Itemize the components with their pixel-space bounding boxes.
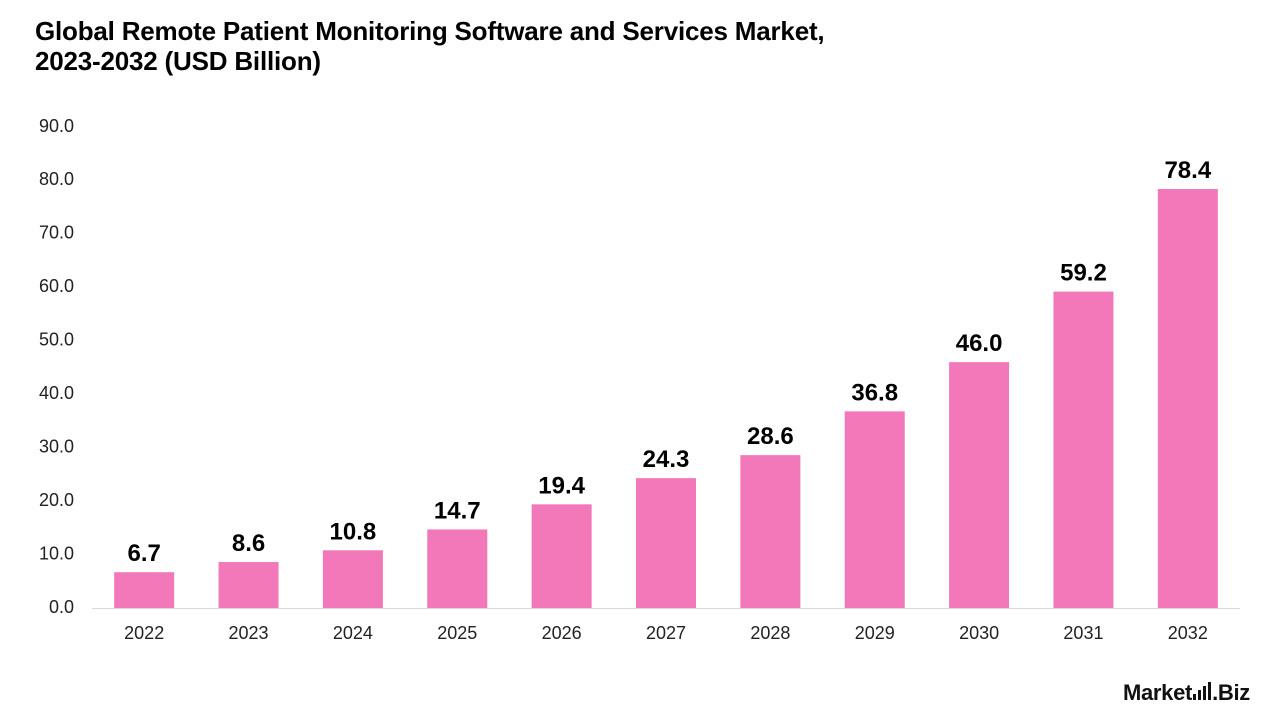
logo-dot: . bbox=[1212, 680, 1218, 705]
y-tick-label: 40.0 bbox=[39, 383, 74, 403]
y-tick-label: 70.0 bbox=[39, 223, 74, 243]
y-tick-label: 20.0 bbox=[39, 490, 74, 510]
bar-2028 bbox=[740, 455, 801, 608]
x-axis: 2022 2023 2024 2025 2026 2027 2028 2029 2030 2031… bbox=[92, 608, 1240, 643]
chart-title: Global Remote Patient Monitoring Softwar… bbox=[35, 16, 1035, 76]
bar-2029 bbox=[844, 411, 905, 608]
brand-logo: Market . Biz bbox=[1123, 680, 1250, 706]
bar-2023 bbox=[218, 562, 279, 608]
bar-2032 bbox=[1157, 188, 1218, 609]
bar-2024 bbox=[322, 550, 383, 608]
bar-2026 bbox=[531, 504, 592, 608]
x-tick-label-2028: 2028 bbox=[750, 623, 790, 643]
bar-2030 bbox=[949, 362, 1010, 608]
y-tick-label: 10.0 bbox=[39, 543, 74, 563]
bar-series bbox=[114, 188, 1218, 609]
data-label-2023: 8.6 bbox=[232, 530, 265, 557]
x-tick-label-2027: 2027 bbox=[646, 623, 686, 643]
y-tick-label: 30.0 bbox=[39, 436, 74, 456]
data-label-2025: 14.7 bbox=[434, 497, 481, 524]
signal-bars-icon bbox=[1193, 682, 1212, 700]
x-tick-label-2032: 2032 bbox=[1168, 623, 1208, 643]
bar-2027 bbox=[636, 478, 696, 608]
x-tick-label-2025: 2025 bbox=[437, 623, 477, 643]
y-tick-label: 90.0 bbox=[39, 116, 74, 136]
data-label-2031: 59.2 bbox=[1060, 260, 1107, 287]
data-label-2026: 19.4 bbox=[538, 472, 585, 499]
y-tick-label: 60.0 bbox=[39, 276, 74, 296]
y-tick-label: 80.0 bbox=[39, 169, 74, 189]
x-tick-label-2023: 2023 bbox=[229, 623, 269, 643]
x-tick-label-2031: 2031 bbox=[1063, 623, 1103, 643]
y-tick-label: 0.0 bbox=[49, 597, 74, 617]
y-axis: 0.0 10.0 20.0 30.0 40.0 50.0 60.0 70.0 80.0 90.0 bbox=[39, 116, 74, 617]
x-tick-label-2024: 2024 bbox=[333, 623, 373, 643]
data-label-2029: 36.8 bbox=[851, 379, 898, 406]
x-tick-label-2022: 2022 bbox=[124, 623, 164, 643]
bar-2025 bbox=[427, 529, 488, 608]
bar-2031 bbox=[1053, 291, 1114, 608]
chart-title-line-2: 2023-2032 (USD Billion) bbox=[35, 46, 321, 76]
chart-title-line-1: Global Remote Patient Monitoring Softwar… bbox=[35, 16, 825, 46]
data-label-2028: 28.6 bbox=[747, 423, 794, 450]
data-label-2032: 78.4 bbox=[1164, 157, 1211, 184]
bar-2022 bbox=[114, 572, 175, 608]
data-labels: 6.7 8.6 10.8 14.7 19.4 24.3 28.6 36.8 46.0 59.2 78… bbox=[127, 157, 1211, 567]
logo-text-biz: Biz bbox=[1217, 680, 1250, 705]
logo-text-market: Market bbox=[1122, 680, 1193, 705]
data-label-2022: 6.7 bbox=[127, 540, 160, 567]
y-tick-label: 50.0 bbox=[39, 330, 74, 350]
x-tick-label-2026: 2026 bbox=[542, 623, 582, 643]
x-tick-label-2030: 2030 bbox=[959, 623, 999, 643]
data-label-2030: 46.0 bbox=[956, 330, 1003, 357]
data-label-2024: 10.8 bbox=[330, 518, 377, 545]
data-label-2027: 24.3 bbox=[643, 446, 690, 473]
x-tick-label-2029: 2029 bbox=[855, 623, 895, 643]
